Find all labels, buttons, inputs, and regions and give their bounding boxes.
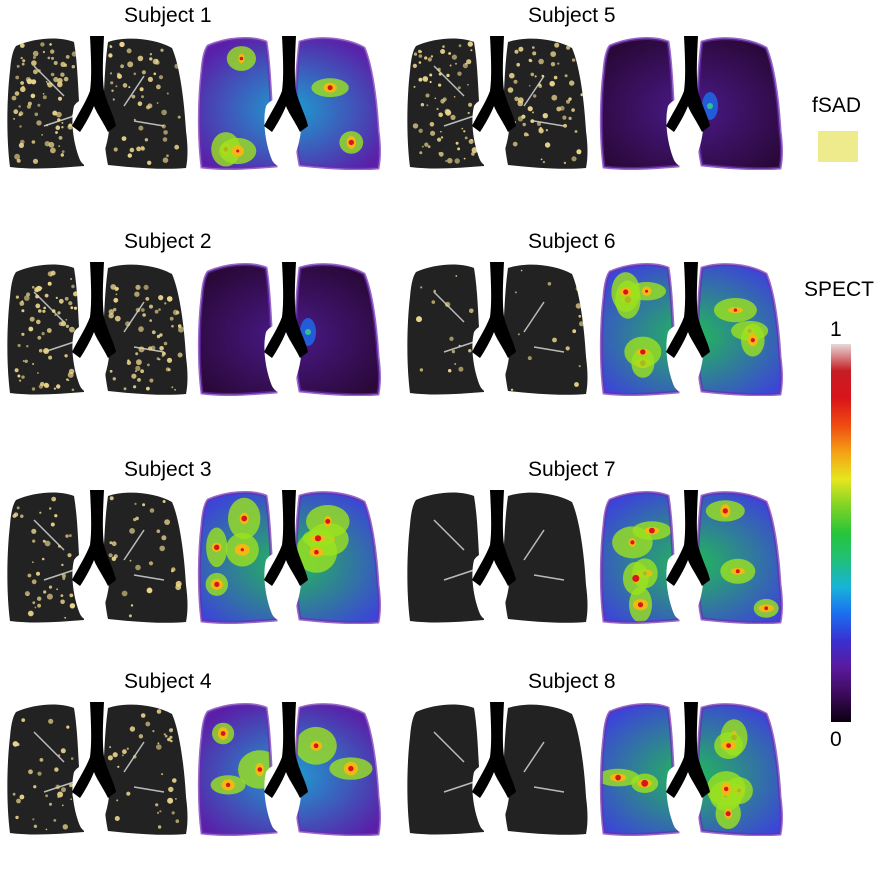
subject-8-ct-image (404, 702, 590, 836)
subject-1-title: Subject 1 (124, 4, 212, 27)
spect-scale-min-label: 0 (830, 728, 842, 751)
subject-5-spect-image (598, 36, 784, 170)
subject-4-title: Subject 4 (124, 670, 212, 693)
subject-8-title: Subject 8 (528, 670, 616, 693)
fsad-legend-label: fSAD (812, 94, 862, 117)
subject-5-ct-image (404, 36, 590, 170)
subject-2-ct-image (4, 262, 190, 396)
subject-4-ct-image (4, 702, 190, 836)
subject-1-spect-image (196, 36, 382, 170)
subject-7-spect-image (598, 490, 784, 624)
spect-scale-max-label: 1 (830, 318, 842, 341)
subject-3-ct-image (4, 490, 190, 624)
subject-6-spect-image (598, 262, 784, 396)
subject-3-spect-image (196, 490, 382, 624)
subject-6-title: Subject 6 (528, 230, 616, 253)
subject-7-title: Subject 7 (528, 458, 616, 481)
subject-4-spect-image (196, 702, 382, 836)
subject-3-title: Subject 3 (124, 458, 212, 481)
fsad-color-swatch (818, 131, 858, 162)
spect-legend-label: SPECT (804, 278, 875, 301)
subject-6-ct-image (404, 262, 590, 396)
subject-5-title: Subject 5 (528, 4, 616, 27)
spect-colorbar (831, 344, 851, 722)
subject-2-title: Subject 2 (124, 230, 212, 253)
subject-2-spect-image (196, 262, 382, 396)
subject-7-ct-image (404, 490, 590, 624)
subject-1-ct-image (4, 36, 190, 170)
subject-8-spect-image (598, 702, 784, 836)
